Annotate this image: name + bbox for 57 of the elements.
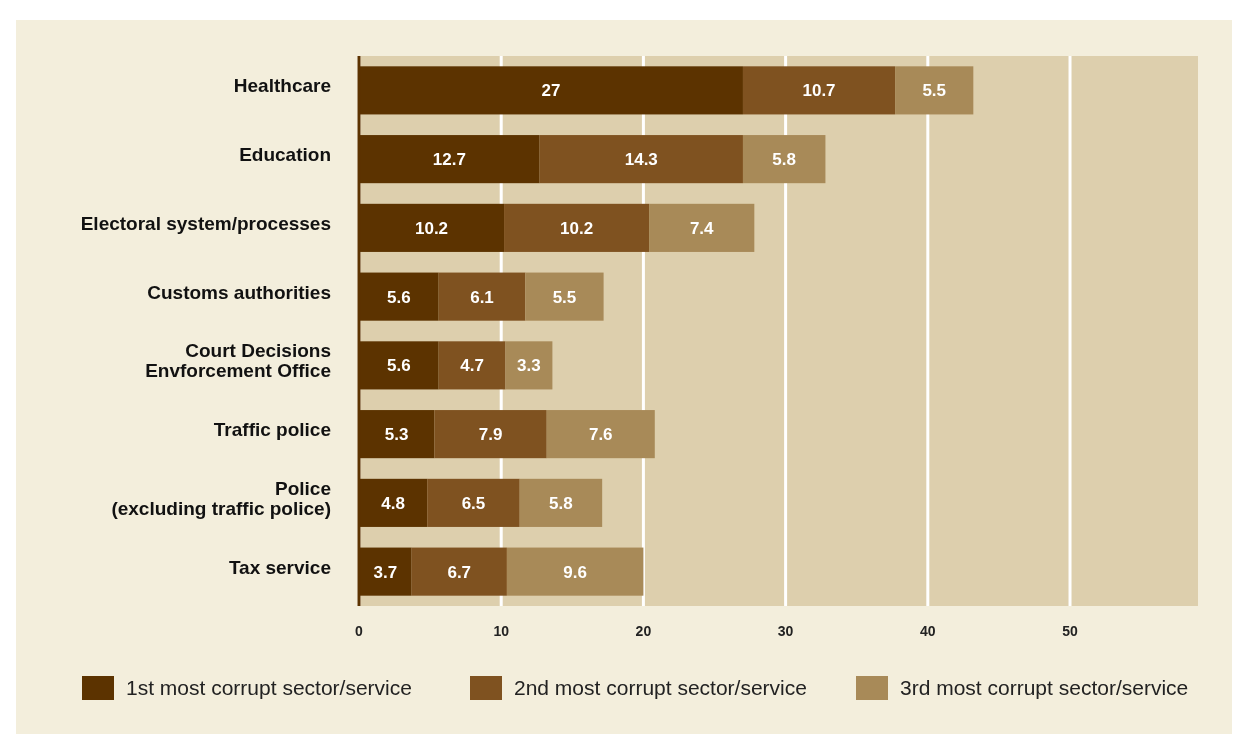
data-label: 3.3 [517, 356, 541, 376]
bar [438, 341, 506, 390]
data-label: 7.9 [478, 425, 503, 445]
data-label: 5.6 [387, 287, 411, 307]
y-tick-label: Healthcare [233, 75, 331, 97]
bar [427, 478, 520, 527]
data-label: 10.7 [802, 81, 836, 101]
bar [649, 203, 755, 252]
bar [742, 66, 896, 115]
bar [525, 272, 604, 321]
bar [438, 272, 526, 321]
y-tick-label: Court Decisions Envforcement Office [145, 340, 331, 382]
data-label: 4.7 [460, 356, 484, 376]
data-label: 5.5 [552, 287, 577, 307]
bar [895, 66, 974, 115]
legend-label: 3rd most corrupt sector/service [900, 676, 1189, 700]
data-label: 6.5 [461, 493, 486, 513]
x-tick-label: 30 [777, 623, 794, 639]
x-tick-label: 50 [1062, 623, 1079, 639]
data-label: 5.6 [387, 356, 411, 376]
data-label: 5.8 [549, 493, 573, 513]
bar [504, 203, 650, 252]
x-tick-label: 0 [355, 623, 364, 639]
data-label: 6.7 [447, 562, 472, 582]
bar [546, 410, 655, 459]
data-label: 10.2 [414, 218, 449, 238]
bar [411, 547, 507, 596]
data-label: 27 [541, 81, 561, 101]
data-label: 5.5 [922, 81, 947, 101]
data-label: 3.7 [373, 562, 398, 582]
bar [506, 547, 644, 596]
data-label: 9.6 [563, 562, 587, 582]
x-tick-label: 10 [493, 623, 510, 639]
legend-label: 2nd most corrupt sector/service [514, 676, 807, 700]
data-label: 12.7 [432, 150, 466, 170]
y-tick-label: Police (excluding traffic police) [111, 477, 331, 519]
bar [505, 341, 553, 390]
data-label: 10.2 [560, 218, 594, 238]
bar [434, 410, 547, 459]
y-tick-label: Traffic police [213, 419, 331, 441]
y-tick-label: Education [239, 144, 331, 166]
data-label: 4.8 [381, 493, 405, 513]
y-tick-label: Electoral system/processes [80, 212, 331, 234]
data-label: 14.3 [624, 150, 658, 170]
y-tick-label: Tax service [228, 556, 331, 578]
y-tick-label: Customs authorities [147, 281, 331, 303]
bar [539, 135, 743, 184]
legend-label: 1st most corrupt sector/service [126, 676, 412, 700]
data-label: 6.1 [470, 287, 494, 307]
data-label: 7.6 [588, 425, 613, 445]
x-tick-label: 20 [635, 623, 652, 639]
x-tick-label: 40 [920, 623, 936, 639]
data-label: 5.8 [772, 150, 797, 170]
data-label: 7.4 [689, 218, 715, 238]
data-label: 5.3 [384, 425, 409, 445]
bar [742, 135, 826, 184]
bar [519, 478, 603, 527]
